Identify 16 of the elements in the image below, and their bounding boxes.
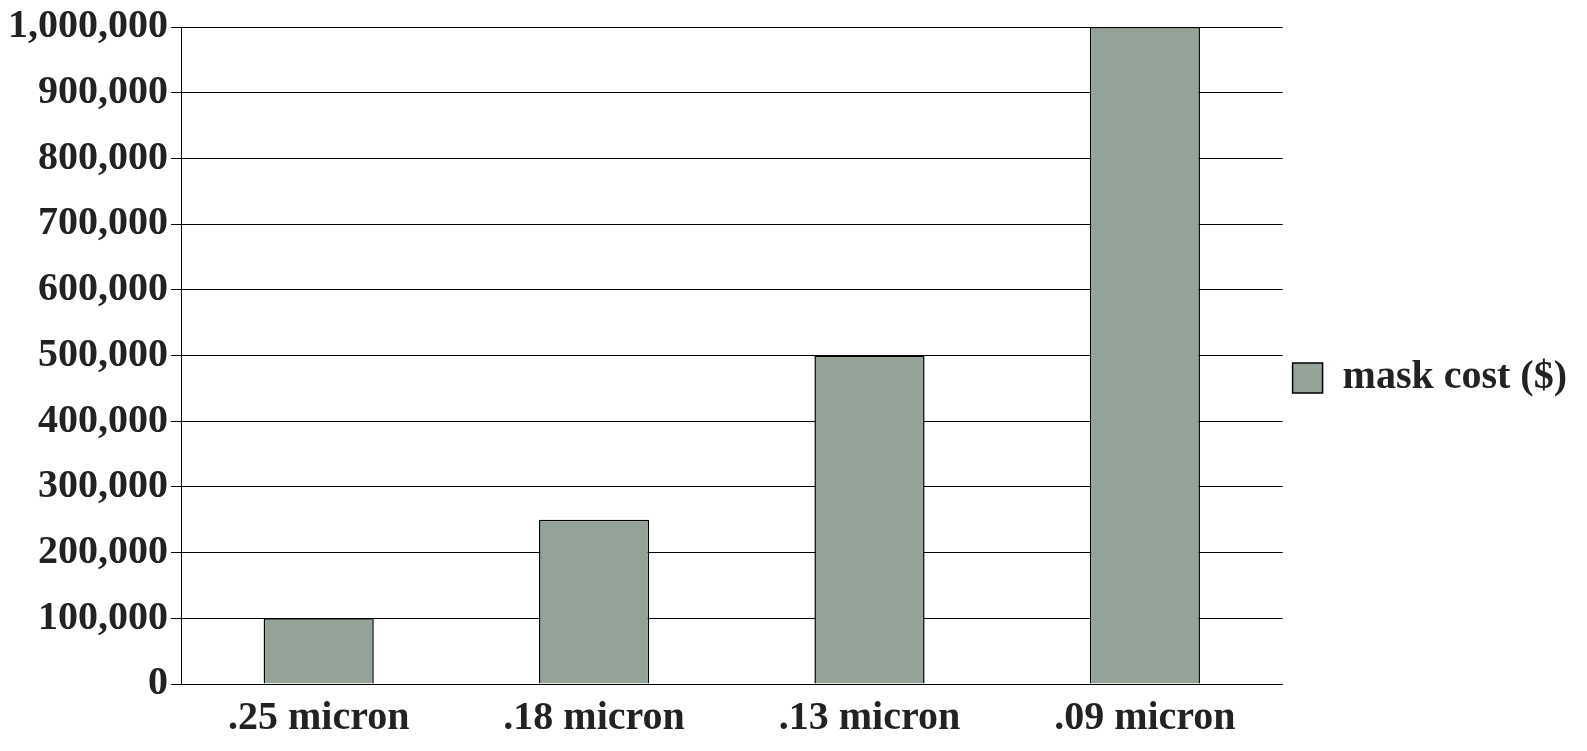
y-tick-label: 900,000 [38, 67, 168, 113]
y-tick-label: 0 [148, 658, 168, 704]
x-tick-label: .25 micron [227, 693, 410, 739]
y-tick-label: 600,000 [38, 264, 168, 310]
y-tick-label: 1,000,000 [8, 1, 168, 47]
y-tick-label: 800,000 [38, 132, 168, 178]
legend-label: mask cost ($) [1342, 352, 1568, 398]
x-tick-label: .09 micron [1054, 693, 1236, 739]
y-tick-label: 500,000 [38, 329, 168, 375]
x-tick-label: .13 micron [778, 693, 961, 739]
y-tick-label: 700,000 [38, 198, 168, 244]
y-tick-label: 300,000 [38, 461, 168, 507]
y-tick-label: 200,000 [38, 526, 168, 572]
y-tick-label: 100,000 [38, 592, 168, 638]
x-tick-label: .18 micron [503, 693, 685, 739]
y-tick-label: 400,000 [38, 395, 168, 441]
